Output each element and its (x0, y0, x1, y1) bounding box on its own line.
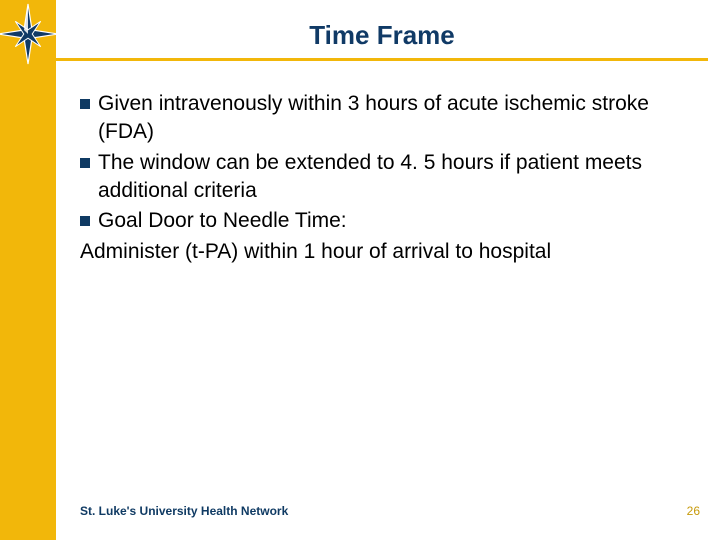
bullet-text: Given intravenously within 3 hours of ac… (98, 90, 690, 147)
bullet-text: The window can be extended to 4. 5 hours… (98, 149, 690, 206)
footer-org-name: St. Luke's University Health Network (80, 504, 288, 518)
page-title: Time Frame (56, 20, 708, 51)
bullet-item: The window can be extended to 4. 5 hours… (80, 149, 690, 206)
sidebar-brand-stripe (0, 0, 56, 540)
title-underline (56, 58, 708, 61)
square-bullet-icon (80, 158, 90, 168)
bullet-item: Given intravenously within 3 hours of ac… (80, 90, 690, 147)
continuation-line: Administer (t-PA) within 1 hour of arriv… (80, 238, 690, 266)
square-bullet-icon (80, 99, 90, 109)
bullet-text: Goal Door to Needle Time: (98, 207, 690, 235)
sidebar-svg (0, 0, 56, 540)
content-area: Given intravenously within 3 hours of ac… (80, 90, 690, 266)
title-area: Time Frame (56, 20, 708, 51)
bullet-item: Goal Door to Needle Time: (80, 207, 690, 235)
square-bullet-icon (80, 216, 90, 226)
footer-page-number: 26 (687, 504, 700, 518)
